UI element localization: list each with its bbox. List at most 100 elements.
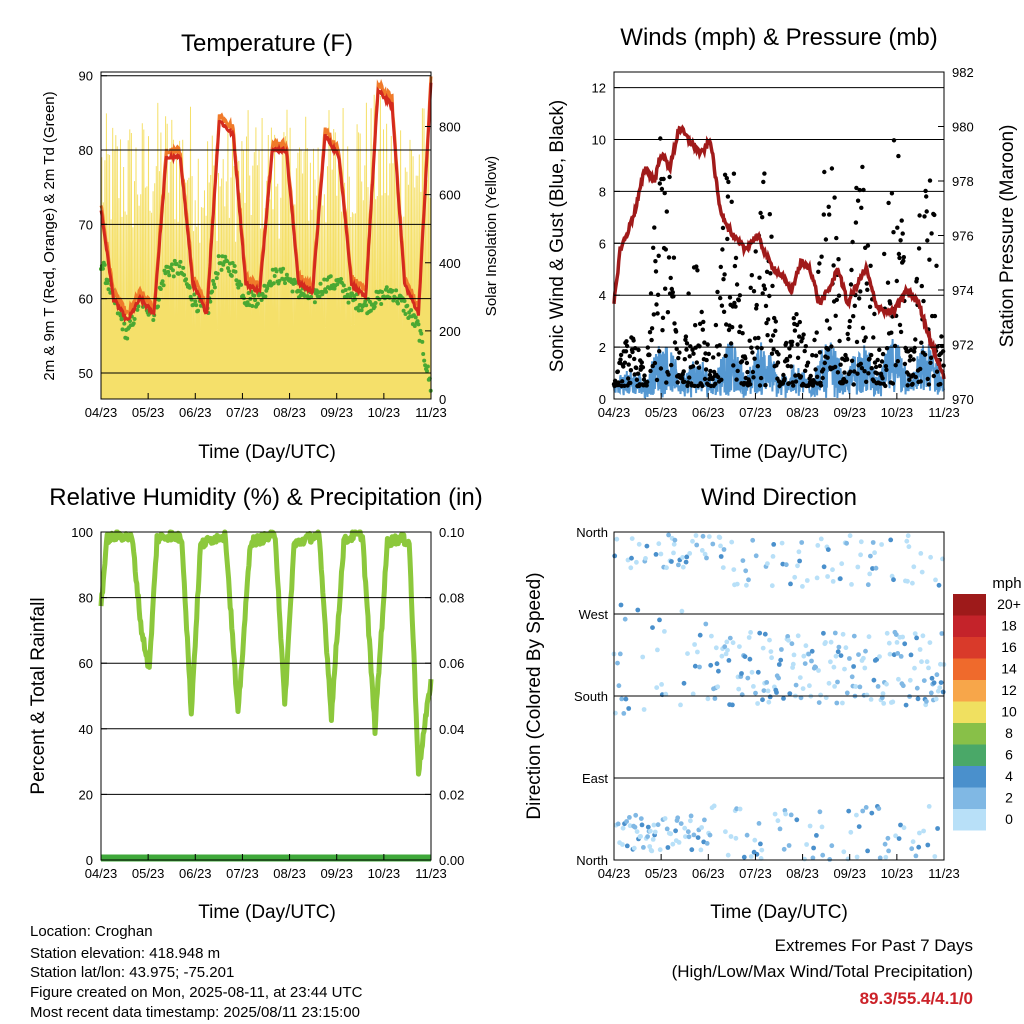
wind-direction-point	[932, 854, 938, 859]
wind-direction-point	[809, 648, 815, 654]
gust-point	[760, 291, 765, 296]
x-tick-label: 04/23	[598, 866, 631, 881]
gust-point	[797, 334, 802, 339]
wind-direction-point	[641, 707, 647, 712]
gust-point	[855, 198, 861, 203]
wind-direction-point	[700, 533, 706, 539]
gust-point	[877, 363, 883, 369]
wind-direction-point	[848, 829, 854, 835]
wind-direction-point	[818, 692, 823, 698]
gust-point	[674, 346, 679, 352]
wind-direction-point	[718, 554, 724, 559]
dewpoint-point	[405, 303, 410, 308]
gust-point	[718, 264, 723, 270]
gust-point	[855, 371, 860, 376]
gust-point	[752, 336, 758, 341]
gust-point	[632, 356, 637, 362]
gust-point	[860, 325, 866, 331]
gust-point	[852, 369, 857, 374]
wind-direction-point	[657, 847, 663, 853]
gust-point	[687, 354, 692, 359]
dewpoint-point	[194, 303, 199, 308]
gust-point	[913, 374, 918, 380]
gust-point	[901, 258, 906, 264]
gust-point	[702, 340, 707, 345]
gust-point	[682, 357, 687, 362]
winds-plot-frame	[613, 71, 945, 400]
wind-direction-point	[860, 808, 866, 814]
wind-direction-point	[900, 634, 905, 640]
gust-point	[899, 218, 904, 223]
wind-direction-point	[914, 685, 920, 691]
gust-point	[660, 328, 665, 333]
wind-direction-point	[736, 686, 742, 692]
gust-point	[849, 358, 855, 363]
wind-direction-point	[774, 690, 779, 695]
gust-point	[721, 277, 726, 282]
wind-direction-point	[891, 577, 896, 583]
gust-point	[859, 205, 864, 210]
gust-point	[722, 272, 727, 277]
gust-point	[792, 328, 798, 333]
recent-timestamp-text: Most recent data timestamp: 2025/08/11 2…	[30, 1004, 360, 1021]
wind-direction-point	[685, 829, 691, 835]
wind-direction-point	[871, 677, 877, 683]
wind-direction-point	[926, 665, 931, 671]
relative-humidity-line	[98, 529, 434, 777]
wind-direction-point	[643, 556, 648, 561]
wind-direction-point	[820, 852, 826, 858]
legend-swatch	[953, 744, 986, 766]
dewpoint-point	[252, 293, 257, 298]
gust-point	[755, 364, 760, 369]
gust-point	[652, 225, 657, 230]
dewpoint-point	[214, 276, 219, 281]
gust-point	[653, 259, 658, 264]
gust-point	[721, 309, 727, 314]
gust-point	[801, 332, 806, 337]
gust-point	[690, 347, 695, 352]
dewpoint-point	[227, 269, 231, 274]
gust-point	[782, 376, 787, 382]
dewpoint-point	[241, 296, 246, 301]
gust-point	[752, 356, 757, 361]
gust-point	[655, 311, 660, 316]
gust-point	[671, 255, 677, 260]
dewpoint-point	[346, 300, 351, 305]
wind-direction-point	[882, 841, 888, 847]
wind-direction-point	[905, 533, 911, 539]
wind-direction-point	[779, 647, 784, 652]
gust-point	[866, 371, 871, 376]
wind-direction-point	[807, 823, 813, 829]
gust-point	[921, 298, 926, 304]
dewpoint-point	[156, 304, 160, 309]
gust-point	[922, 214, 927, 219]
gust-point	[798, 374, 804, 379]
wind-direction-point	[830, 567, 835, 573]
legend-label: 6	[1005, 747, 1013, 763]
gust-point	[767, 212, 772, 217]
x-tick-label: 09/23	[833, 866, 866, 881]
humidity-panel: Relative Humidity (%) & Precipitation (i…	[28, 484, 483, 923]
gust-point	[938, 381, 943, 387]
wind-direction-point	[919, 659, 924, 665]
x-tick-label: 09/23	[320, 405, 353, 420]
wind-direction-point	[816, 668, 821, 673]
wind-direction-point	[825, 574, 830, 579]
wind-direction-point	[912, 631, 918, 636]
gust-point	[727, 295, 733, 300]
wind-direction-point	[776, 675, 781, 681]
y2-tick-label: 976	[952, 229, 974, 244]
wind-direction-point	[721, 547, 727, 552]
gust-point	[797, 319, 802, 325]
gust-point	[803, 344, 808, 349]
x-tick-label: 08/23	[273, 405, 306, 420]
gust-point	[660, 315, 666, 320]
gust-point	[733, 255, 739, 261]
gust-point	[900, 231, 905, 236]
wind-direction-point	[753, 553, 759, 559]
wind-direction-point	[688, 818, 693, 824]
wind-direction-point	[668, 831, 674, 837]
x-tick-label: 04/23	[85, 866, 118, 881]
gust-point	[642, 373, 647, 378]
wind-direction-point	[908, 652, 914, 658]
